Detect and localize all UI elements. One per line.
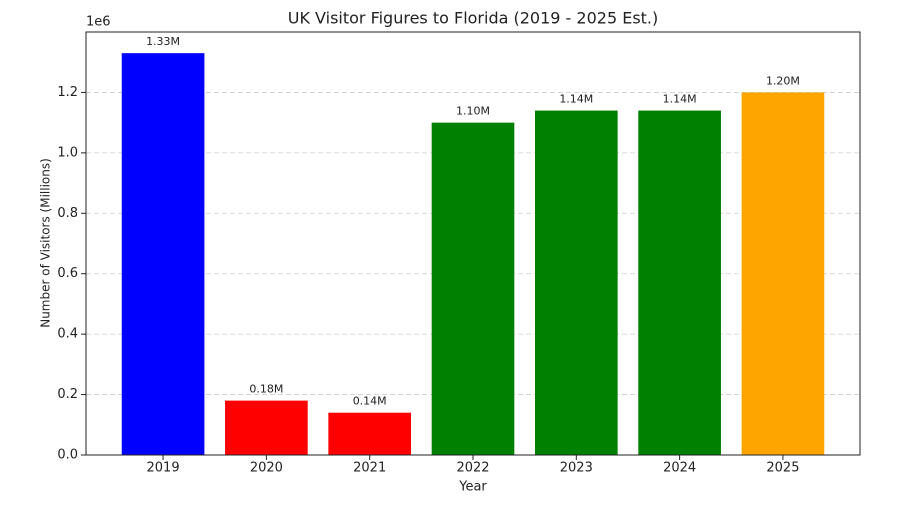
bar (121, 53, 205, 456)
y-tick-label: 0.0 (57, 448, 78, 463)
bar (328, 412, 412, 455)
y-tick-label: 0.2 (57, 387, 78, 402)
y-tick-label: 0.4 (57, 327, 78, 342)
x-tick-label: 2021 (353, 461, 386, 476)
chart-title: UK Visitor Figures to Florida (2019 - 20… (288, 9, 659, 28)
bar (638, 110, 721, 456)
value-label: 1.10M (456, 105, 490, 118)
value-label: 1.33M (146, 35, 180, 48)
y-tick-label: 0.8 (57, 206, 78, 221)
x-tick-label: 2025 (766, 461, 799, 476)
value-label: 1.20M (766, 74, 800, 87)
value-label: 0.14M (353, 395, 387, 408)
y-tick-label: 1.0 (57, 145, 78, 160)
bar (225, 400, 308, 455)
y-offset-label: 1e6 (86, 15, 111, 30)
y-tick-label: 0.6 (57, 266, 78, 281)
bar (741, 92, 825, 455)
plot-frame (85, 31, 861, 456)
x-tick-label: 2020 (250, 461, 283, 476)
x-axis-label: Year (458, 480, 487, 495)
bar (534, 110, 618, 456)
value-label: 0.18M (249, 383, 283, 396)
y-tick-label: 1.2 (57, 85, 78, 100)
x-tick-label: 2019 (147, 461, 180, 476)
x-tick-label: 2023 (560, 461, 593, 476)
y-axis-label: Number of Visitors (Millions) (39, 158, 53, 328)
bar (431, 122, 515, 456)
value-label: 1.14M (559, 93, 593, 106)
value-label: 1.14M (663, 93, 697, 106)
x-tick-label: 2022 (456, 461, 489, 476)
x-tick-label: 2024 (663, 461, 696, 476)
